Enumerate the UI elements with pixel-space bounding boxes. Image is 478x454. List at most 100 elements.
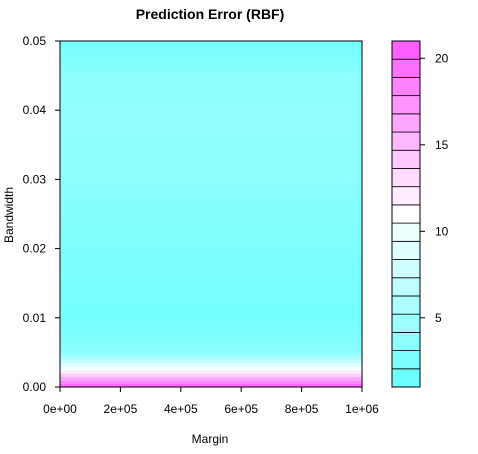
heatmap-cell <box>60 61 362 66</box>
plot-area <box>59 40 363 388</box>
heatmap-cell <box>60 103 362 108</box>
x-axis-label: Margin <box>192 432 229 446</box>
heatmap-cell <box>60 172 362 177</box>
heatmap-cell <box>60 362 362 367</box>
colorbar-tick-label: 20 <box>435 51 449 65</box>
colorbar-swatch <box>391 277 421 297</box>
heatmap-cell <box>60 68 362 73</box>
heatmap-cell <box>60 241 362 246</box>
heatmap-cell <box>60 252 362 257</box>
heatmap-cell <box>60 283 362 288</box>
heatmap-cell <box>60 47 362 52</box>
heatmap-cell <box>60 106 362 111</box>
heatmap-cell <box>60 182 362 187</box>
heatmap-cell <box>60 335 362 340</box>
axes: 0e+00 2e+05 4e+05 6e+05 8e+05 1e+06 0.00 0.01 0.… <box>23 34 380 416</box>
heatmap-cell <box>60 130 362 136</box>
heatmap-cell <box>60 258 362 264</box>
heatmap-cell <box>60 290 362 295</box>
heatmap-cell <box>60 110 362 115</box>
heatmap-cell <box>60 234 362 239</box>
heatmap-cell <box>60 82 362 87</box>
heatmap-cell <box>60 207 362 212</box>
heatmap-cell <box>60 162 362 167</box>
heatmap-cell <box>60 369 362 374</box>
heatmap-cell <box>60 366 362 371</box>
heatmap-cell <box>60 383 362 388</box>
plot-frame <box>59 40 363 388</box>
heatmap-cell <box>60 169 362 174</box>
heatmap-cell <box>60 293 362 298</box>
heatmap-cell <box>60 54 362 59</box>
colorbar-frame <box>391 40 421 388</box>
heatmap-cell <box>60 200 362 205</box>
heatmap-cell <box>60 352 362 357</box>
x-tick-label: 8e+05 <box>285 402 319 416</box>
heatmap-cell <box>60 193 362 198</box>
x-tick-label: 2e+05 <box>104 402 138 416</box>
colorbar-swatch <box>391 222 421 242</box>
y-tick-label: 0.02 <box>23 242 47 256</box>
heatmap-cell <box>60 314 362 319</box>
heatmap-cell <box>60 220 362 225</box>
y-tick-label: 0.03 <box>23 172 47 186</box>
colorbar-swatch <box>391 313 421 333</box>
heatmap-cell <box>60 338 362 343</box>
heatmap-cell <box>60 279 362 284</box>
heatmap-cell <box>60 120 362 125</box>
heatmap-cell <box>60 303 362 309</box>
heatmap-cell <box>60 214 362 219</box>
colorbar-swatch <box>391 149 421 169</box>
y-tick-label: 0.01 <box>23 311 47 325</box>
heatmap-cell <box>60 355 362 360</box>
heatmap-cell <box>60 58 362 63</box>
heatmap-cell <box>60 165 362 170</box>
colorbar-tick-label: 15 <box>435 138 449 152</box>
heatmap-cell <box>60 307 362 312</box>
heatmap-cell <box>60 85 362 91</box>
colorbar-swatch <box>391 58 421 78</box>
heatmap-cell <box>60 89 362 94</box>
heatmap-cell <box>60 342 362 347</box>
heatmap-cell <box>60 96 362 101</box>
heatmap-cell <box>60 345 362 350</box>
heatmap-cell <box>60 269 362 274</box>
heatmap-cell <box>60 124 362 129</box>
heatmap-cell <box>60 286 362 291</box>
colorbar-swatch <box>391 113 421 133</box>
y-axis-label: Bandwidth <box>2 187 16 243</box>
colorbar-swatch <box>391 168 421 188</box>
heatmap-cell <box>60 328 362 333</box>
heatmap-cell <box>60 238 362 243</box>
heatmap-cell <box>60 373 362 378</box>
heatmap-cell <box>60 324 362 329</box>
colorbar-swatch <box>391 240 421 260</box>
heatmap-cell <box>60 79 362 84</box>
heatmap-cell <box>60 134 362 139</box>
heatmap-cell <box>60 127 362 132</box>
colorbar: 5 10 15 20 <box>391 40 449 388</box>
heatmap-cell <box>60 255 362 260</box>
heatmap-cell <box>60 321 362 326</box>
heatmap-cell <box>60 276 362 281</box>
heatmap-cell <box>60 231 362 236</box>
heatmap-cell <box>60 359 362 364</box>
heatmap-cell <box>60 210 362 215</box>
heatmap-cell <box>60 331 362 336</box>
heatmap-cell <box>60 41 362 46</box>
colorbar-swatch <box>391 77 421 97</box>
heatmap-cell <box>60 203 362 208</box>
x-tick-label: 0e+00 <box>43 402 77 416</box>
colorbar-swatch <box>391 350 421 370</box>
heatmap-cell <box>60 65 362 70</box>
x-tick-label: 1e+06 <box>345 402 379 416</box>
heatmap-cell <box>60 297 362 302</box>
heatmap-cell <box>60 158 362 163</box>
heatmap-cell <box>60 245 362 250</box>
colorbar-swatch <box>391 186 421 206</box>
x-tick-label: 4e+05 <box>164 402 198 416</box>
heatmap-cell <box>60 317 362 322</box>
heatmap-cell <box>60 75 362 80</box>
heatmap-cell <box>60 265 362 270</box>
